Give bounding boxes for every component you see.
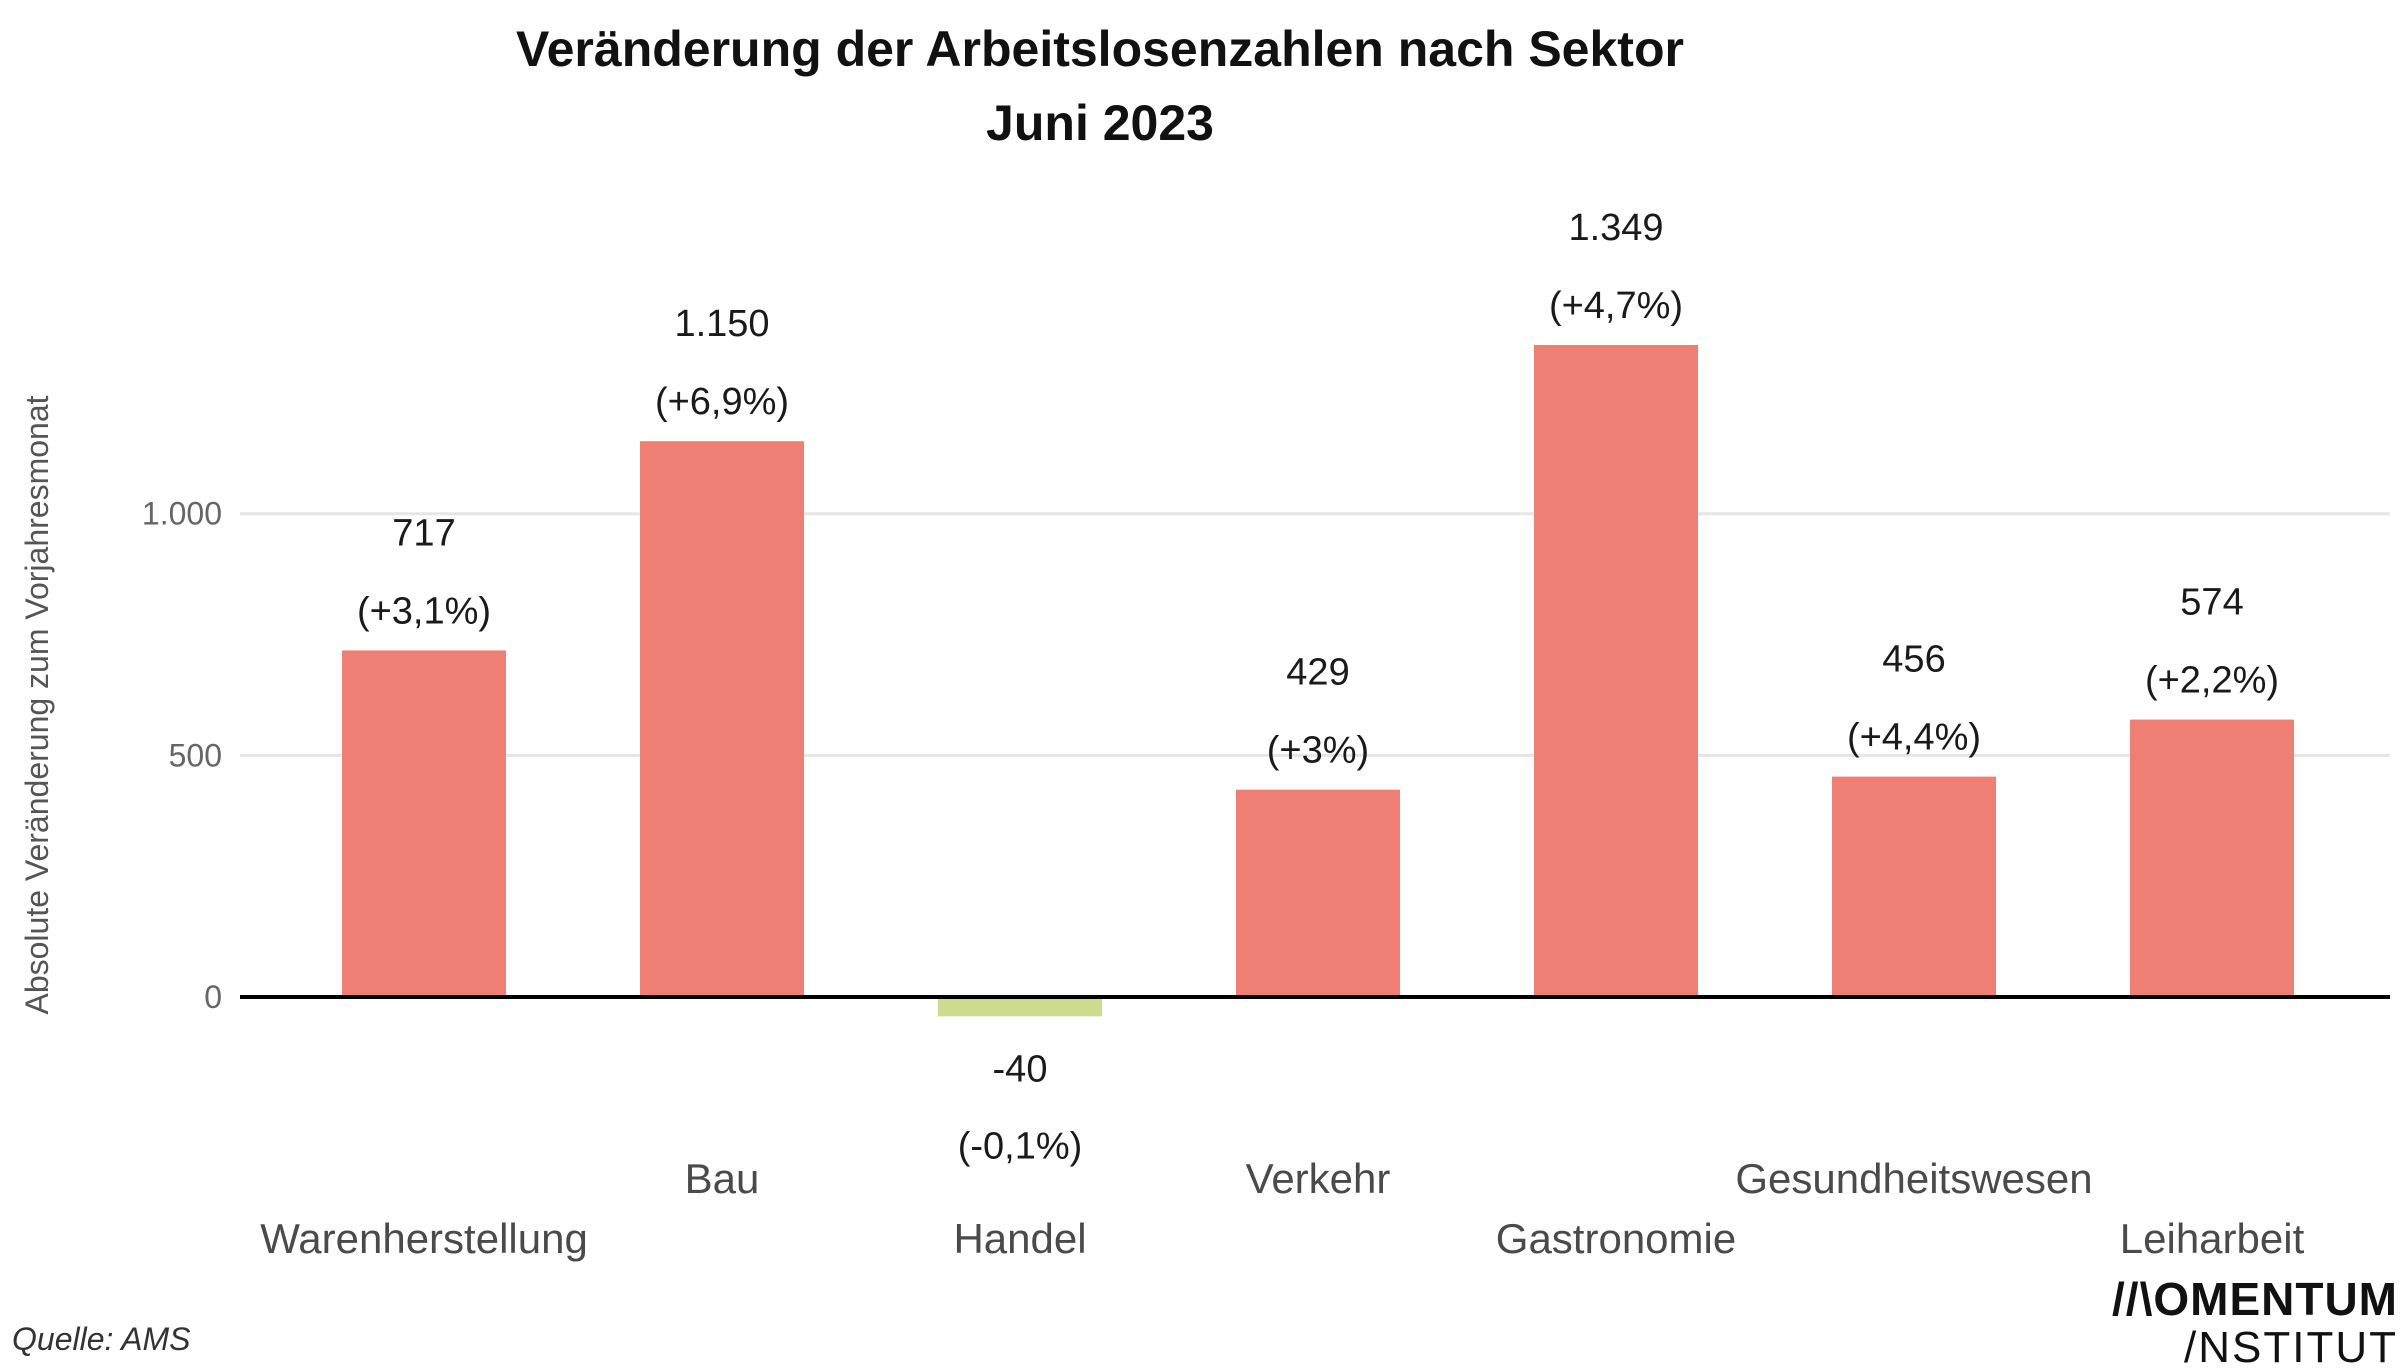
value-label: 1.349 (1568, 207, 1663, 249)
category-labels: Warenherstellung Bau Handel Verkehr Gastrono… (260, 1155, 2304, 1262)
y-axis-label: Absolute Veränderung zum Vorjahresmonat (19, 395, 55, 1014)
logo-line-2: /NSTITUT (2184, 1323, 2398, 1371)
y-tick-label: 0 (204, 979, 222, 1015)
bar-verkehr (1236, 789, 1400, 997)
bar-gesundheitswesen (1832, 776, 1996, 997)
percent-label: (+4,4%) (1847, 717, 1981, 759)
gridlines (240, 512, 2390, 757)
y-tick-labels: 0 500 1.000 (142, 496, 222, 1015)
percent-label: (-0,1%) (958, 1125, 1083, 1167)
value-label: 717 (392, 512, 455, 554)
value-label: 456 (1882, 639, 1945, 681)
momentum-logo: //\OMENTUM /NSTITUT (2112, 1273, 2398, 1371)
category-label: Gastronomie (1496, 1215, 1736, 1262)
bar-leiharbeit (2130, 719, 2294, 997)
percent-label: (+2,2%) (2145, 660, 2279, 702)
category-label: Verkehr (1246, 1155, 1391, 1202)
source-note: Quelle: AMS (12, 1321, 190, 1357)
category-label: Warenherstellung (260, 1215, 588, 1262)
category-label: Bau (685, 1155, 760, 1202)
chart-subtitle: Juni 2023 (986, 95, 1214, 151)
value-label: 574 (2180, 582, 2243, 624)
bar-handel (938, 997, 1102, 1017)
y-tick-label: 1.000 (142, 496, 222, 532)
percent-label: (+4,7%) (1549, 285, 1683, 327)
bars (342, 345, 2294, 1017)
percent-label: (+3,1%) (357, 590, 491, 632)
value-label: -40 (993, 1048, 1048, 1090)
chart-title: Veränderung der Arbeitslosenzahlen nach … (516, 21, 1684, 77)
value-label: 1.150 (674, 303, 769, 345)
category-label: Gesundheitswesen (1735, 1155, 2092, 1202)
percent-label: (+3%) (1267, 730, 1369, 772)
percent-label: (+6,9%) (655, 381, 789, 423)
logo-line-1: //\OMENTUM (2112, 1273, 2398, 1325)
bar-gastronomie (1534, 345, 1698, 997)
bar-warenherstellung (342, 650, 506, 997)
y-tick-label: 500 (169, 737, 222, 773)
data-labels: 717 (+3,1%) 1.150 (+6,9%) -40 (-0,1%) 429 (+3%)… (357, 207, 2279, 1167)
category-label: Handel (953, 1215, 1086, 1262)
value-label: 429 (1286, 652, 1349, 694)
bar-bau (640, 441, 804, 998)
category-label: Leiharbeit (2120, 1215, 2305, 1262)
